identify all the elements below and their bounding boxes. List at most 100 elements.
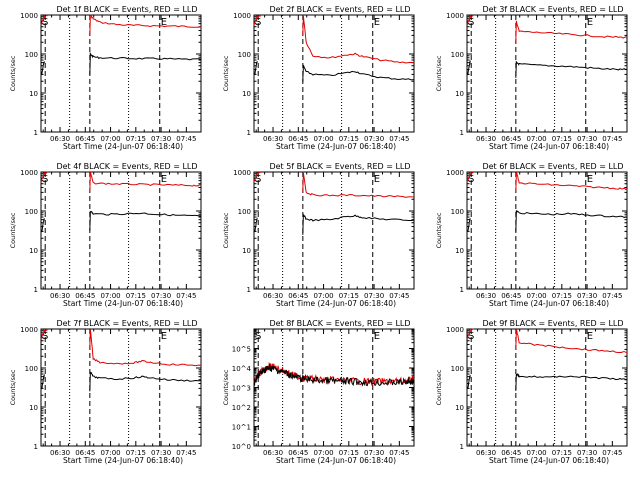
- x-axis-label: Start Time (24-Jun-07 06:18:40): [276, 142, 396, 151]
- y-tick-label: 1000: [20, 12, 38, 20]
- x-axis-label: Start Time (24-Jun-07 06:18:40): [63, 299, 183, 308]
- end-marker: E: [161, 17, 167, 28]
- x-tick-label: 06:30: [50, 292, 70, 300]
- x-axis-label: Start Time (24-Jun-07 06:18:40): [63, 456, 183, 465]
- x-tick-label: 06:30: [476, 449, 496, 457]
- series-events: [302, 64, 415, 82]
- y-tick-label: 10: [455, 90, 464, 98]
- y-tick-label: 1000: [446, 169, 464, 177]
- x-tick-label: 07:00: [313, 449, 333, 457]
- x-tick-label: 07:45: [389, 135, 409, 143]
- x-tick-label: 07:00: [526, 449, 546, 457]
- x-tick-label: 07:00: [100, 292, 120, 300]
- end-marker: E: [587, 174, 593, 185]
- series-lld: [515, 20, 628, 43]
- y-tick-label: 10^3: [232, 385, 251, 393]
- x-tick-label: 06:45: [75, 449, 95, 457]
- y-tick-label: 1000: [20, 326, 38, 334]
- series-lld-pre: [253, 14, 262, 26]
- x-tick-label: 06:45: [501, 449, 521, 457]
- series-events: [89, 370, 201, 392]
- x-tick-label: 06:30: [50, 135, 70, 143]
- plot-frame: [40, 328, 202, 447]
- plot-frame: [253, 328, 415, 447]
- x-tick-label: 06:30: [476, 292, 496, 300]
- x-tick-label: 07:30: [151, 449, 171, 457]
- x-tick-label: 07:15: [126, 292, 146, 300]
- y-axis-label: Counts/sec: [9, 212, 17, 248]
- x-tick-label: 06:45: [288, 135, 308, 143]
- x-tick-label: 07:00: [100, 449, 120, 457]
- y-tick-label: 1000: [446, 326, 464, 334]
- x-tick-label: 06:30: [263, 449, 283, 457]
- y-tick-label: 10: [455, 247, 464, 255]
- x-axis-label: Start Time (24-Jun-07 06:18:40): [489, 299, 609, 308]
- y-tick-label: 10: [29, 247, 38, 255]
- y-tick-label: 1: [460, 286, 464, 294]
- end-marker: E: [587, 17, 593, 28]
- series-lld-pre: [466, 171, 475, 183]
- x-tick-label: 07:45: [602, 449, 622, 457]
- y-tick-label: 10: [455, 404, 464, 412]
- x-tick-label: 06:45: [75, 292, 95, 300]
- x-tick-label: 07:00: [313, 292, 333, 300]
- x-tick-label: 07:30: [364, 135, 384, 143]
- chart-title: Det 9f BLACK = Events, RED = LLD: [482, 319, 623, 328]
- x-tick-label: 06:30: [50, 449, 70, 457]
- series-events-pre: [41, 218, 45, 233]
- y-tick-label: 1: [34, 286, 38, 294]
- y-axis-label: Counts/sec: [435, 212, 443, 248]
- series-lld: [515, 328, 628, 354]
- y-tick-label: 10: [29, 404, 38, 412]
- start-marker: S: [255, 331, 261, 342]
- y-tick-label: 100: [451, 365, 464, 373]
- series-events: [515, 372, 628, 391]
- x-tick-label: 06:30: [263, 292, 283, 300]
- plot-frame: [466, 171, 628, 290]
- x-axis-label: Start Time (24-Jun-07 06:18:40): [489, 142, 609, 151]
- x-tick-label: 07:30: [577, 135, 597, 143]
- end-marker: E: [374, 174, 380, 185]
- series-events-pre: [467, 374, 471, 389]
- end-marker: E: [374, 17, 380, 28]
- start-marker: S: [42, 17, 48, 28]
- y-tick-label: 1: [247, 129, 251, 137]
- x-tick-label: 07:15: [339, 292, 359, 300]
- x-tick-label: 07:15: [126, 449, 146, 457]
- x-tick-label: 06:45: [501, 135, 521, 143]
- x-tick-label: 06:45: [288, 292, 308, 300]
- plot-frame: [466, 328, 628, 447]
- series-lld: [515, 171, 628, 193]
- x-tick-label: 06:45: [501, 292, 521, 300]
- y-tick-label: 10^5: [232, 346, 251, 354]
- x-tick-label: 07:30: [577, 292, 597, 300]
- series-events-pre: [467, 60, 471, 75]
- y-tick-label: 100: [25, 51, 38, 59]
- chart-panel-3: Det 3f BLACK = Events, RED = LLD 1 10 100 10…: [435, 5, 628, 151]
- start-marker: S: [255, 17, 261, 28]
- x-tick-label: 07:00: [526, 135, 546, 143]
- series-events-pre: [467, 218, 471, 231]
- start-marker: S: [468, 331, 474, 342]
- series-events: [515, 60, 628, 78]
- start-marker: S: [468, 174, 474, 185]
- y-axis-label: Counts/sec: [435, 55, 443, 91]
- series-lld: [89, 14, 202, 35]
- series-lld-pre: [40, 328, 49, 339]
- end-marker: E: [161, 174, 167, 185]
- y-tick-label: 10^4: [232, 365, 252, 373]
- y-tick-label: 10^0: [232, 443, 251, 451]
- x-tick-label: 07:45: [176, 135, 196, 143]
- y-tick-label: 10: [242, 247, 251, 255]
- series-events: [515, 210, 628, 232]
- y-tick-label: 10^1: [232, 424, 251, 432]
- end-marker: E: [587, 331, 593, 342]
- y-axis-label: Counts/sec: [9, 369, 17, 405]
- x-tick-label: 07:15: [126, 135, 146, 143]
- chart-title: Det 4f BLACK = Events, RED = LLD: [56, 162, 197, 171]
- series-events: [89, 210, 202, 231]
- start-marker: S: [42, 331, 48, 342]
- series-lld: [89, 171, 202, 192]
- x-tick-label: 07:00: [313, 135, 333, 143]
